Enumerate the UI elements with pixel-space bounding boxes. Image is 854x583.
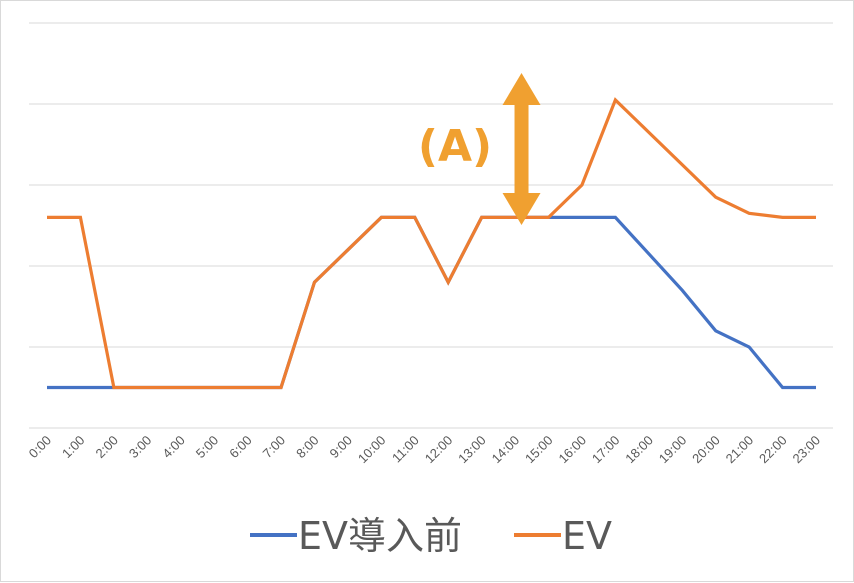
series-line-ev-before [47,215,816,390]
legend-label: EV導入前 [298,514,462,558]
x-tick-label: 17:00 [589,433,623,467]
x-tick-label: 10:00 [355,433,389,467]
legend-label: EV [562,514,612,558]
x-tick-label: 20:00 [689,433,723,467]
x-tick-label: 1:00 [59,433,88,462]
x-tick-label: 23:00 [790,433,824,467]
x-tick-label: 11:00 [389,433,422,466]
x-tick-label: 3:00 [126,433,155,462]
x-tick-label: 22:00 [756,433,790,467]
annotation: (A) [418,73,541,225]
x-tick-label: 21:00 [723,433,757,467]
legend: EV導入前 EV [250,514,612,558]
x-tick-label: 14:00 [489,433,523,467]
x-tick-label: 8:00 [293,433,322,462]
x-tick-labels: 0:00 1:00 2:00 3:00 4:00 5:00 6:00 7:00 8:00 9:00… [26,433,824,467]
gridlines [29,22,833,429]
x-tick-label: 13:00 [455,433,489,467]
x-tick-label: 6:00 [226,433,255,462]
x-tick-label: 9:00 [327,433,356,462]
annotation-label: (A) [418,121,492,172]
x-tick-label: 19:00 [656,433,690,467]
x-tick-label: 18:00 [622,433,656,467]
x-tick-label: 0:00 [26,433,55,462]
x-tick-label: 16:00 [555,433,589,467]
series-line-ev [47,97,816,390]
x-tick-label: 4:00 [159,433,188,462]
series-lines [47,97,816,390]
x-tick-label: 2:00 [92,433,121,462]
double-arrow-icon [502,73,541,225]
x-tick-label: 7:00 [260,433,289,462]
x-tick-label: 15:00 [522,433,556,467]
x-tick-label: 12:00 [422,433,456,467]
x-tick-label: 5:00 [193,433,222,462]
